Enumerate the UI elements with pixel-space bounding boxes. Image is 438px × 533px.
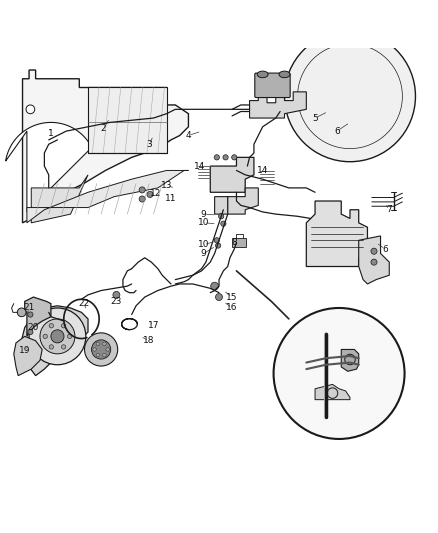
Circle shape: [61, 324, 66, 328]
Circle shape: [345, 354, 355, 365]
Polygon shape: [306, 201, 367, 266]
Circle shape: [28, 312, 33, 317]
Circle shape: [40, 319, 75, 354]
Circle shape: [106, 348, 110, 351]
Circle shape: [102, 353, 106, 357]
Circle shape: [92, 340, 111, 359]
Circle shape: [67, 334, 72, 338]
Circle shape: [211, 282, 219, 290]
Polygon shape: [20, 306, 88, 376]
Polygon shape: [25, 297, 51, 336]
Ellipse shape: [279, 71, 290, 78]
Polygon shape: [88, 87, 166, 153]
Circle shape: [221, 221, 226, 227]
Polygon shape: [27, 171, 188, 223]
Polygon shape: [22, 70, 188, 223]
Polygon shape: [31, 175, 88, 223]
Circle shape: [85, 333, 118, 366]
Circle shape: [285, 31, 416, 161]
Circle shape: [49, 324, 53, 328]
Circle shape: [49, 345, 53, 349]
Text: 7: 7: [386, 205, 392, 214]
Text: 14: 14: [257, 166, 268, 175]
Circle shape: [215, 294, 223, 301]
Text: 19: 19: [19, 346, 31, 355]
Circle shape: [232, 155, 237, 160]
Circle shape: [113, 292, 120, 298]
Circle shape: [147, 191, 153, 198]
Circle shape: [26, 105, 35, 114]
Text: 10: 10: [198, 219, 209, 228]
Text: 23: 23: [111, 297, 122, 306]
Circle shape: [51, 330, 64, 343]
Polygon shape: [215, 188, 258, 214]
Polygon shape: [359, 236, 389, 284]
Text: 4: 4: [186, 131, 191, 140]
Circle shape: [93, 348, 96, 351]
Text: 9: 9: [201, 249, 207, 258]
Text: 5: 5: [312, 114, 318, 123]
Polygon shape: [210, 157, 254, 192]
Text: 6: 6: [334, 127, 340, 136]
Text: 20: 20: [28, 323, 39, 332]
Ellipse shape: [257, 71, 268, 78]
Polygon shape: [315, 384, 350, 400]
Text: 2: 2: [100, 125, 106, 133]
Circle shape: [96, 353, 99, 357]
Circle shape: [219, 214, 224, 219]
Text: 22: 22: [78, 299, 89, 308]
Polygon shape: [14, 336, 42, 376]
Circle shape: [371, 248, 377, 254]
Circle shape: [371, 259, 377, 265]
Text: 18: 18: [143, 336, 155, 345]
Text: 12: 12: [150, 189, 161, 198]
Polygon shape: [341, 350, 359, 372]
Circle shape: [274, 308, 405, 439]
FancyBboxPatch shape: [232, 238, 246, 247]
Circle shape: [139, 187, 145, 193]
Text: 21: 21: [23, 303, 35, 312]
FancyBboxPatch shape: [255, 73, 290, 98]
Polygon shape: [250, 92, 306, 118]
Text: 15: 15: [226, 293, 238, 302]
Text: 3: 3: [146, 140, 152, 149]
Text: 13: 13: [161, 181, 173, 190]
Circle shape: [17, 308, 26, 317]
Text: 6: 6: [382, 245, 388, 254]
Text: 9: 9: [201, 209, 207, 219]
Circle shape: [29, 308, 86, 365]
Text: 10: 10: [198, 240, 209, 249]
Text: 1: 1: [48, 129, 54, 138]
Text: 11: 11: [165, 195, 177, 203]
Circle shape: [43, 334, 47, 338]
Circle shape: [223, 155, 228, 160]
Circle shape: [61, 345, 66, 349]
Circle shape: [102, 342, 106, 345]
Circle shape: [214, 155, 219, 160]
Text: 14: 14: [194, 161, 205, 171]
Polygon shape: [6, 123, 92, 212]
Circle shape: [214, 238, 219, 243]
Circle shape: [215, 243, 221, 248]
Text: 16: 16: [226, 303, 238, 312]
Text: 17: 17: [148, 321, 159, 330]
Circle shape: [28, 329, 33, 335]
Circle shape: [139, 196, 145, 202]
Circle shape: [96, 342, 99, 345]
Text: 8: 8: [231, 238, 237, 247]
